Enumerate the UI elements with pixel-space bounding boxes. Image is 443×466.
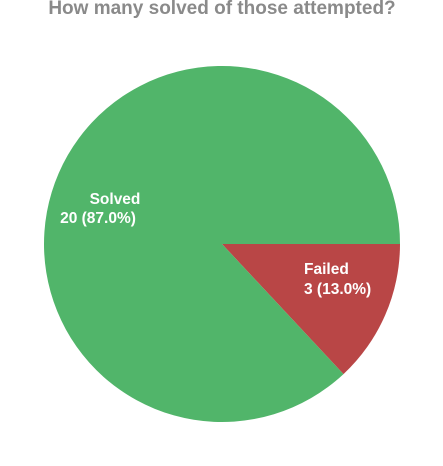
pie-labels: Solved 20 (87.0%) Failed 3 (13.0%) — [60, 191, 371, 298]
slice-value-solved: 20 (87.0%) — [60, 210, 136, 227]
pie-slices — [44, 66, 401, 423]
chart-title: How many solved of those attempted? — [48, 0, 395, 19]
slice-value-failed: 3 (13.0%) — [304, 281, 371, 298]
slice-label-failed: Failed — [304, 261, 349, 278]
slice-label-solved: Solved — [90, 191, 141, 208]
pie-slice-failed — [222, 244, 400, 375]
pie-slice-solved — [44, 66, 401, 423]
